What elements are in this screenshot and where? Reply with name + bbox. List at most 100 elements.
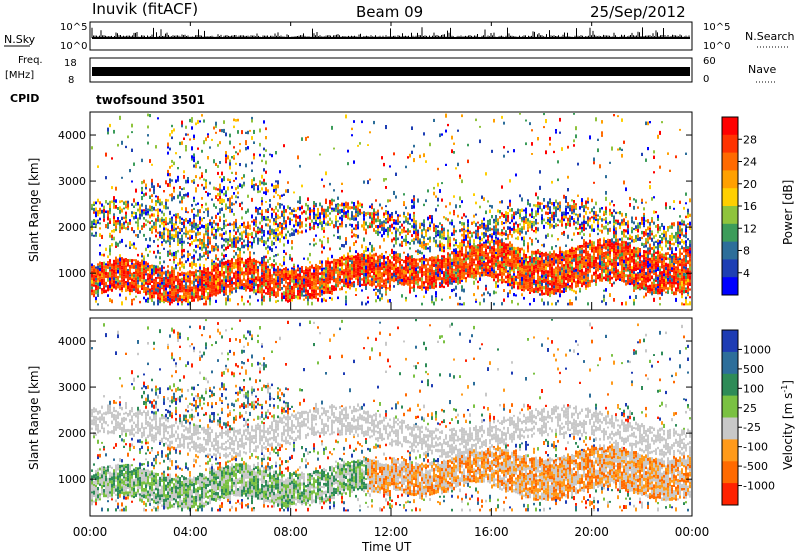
- heatmap-cell: [149, 277, 151, 280]
- heatmap-cell: [351, 202, 353, 204]
- heatmap-cell: [147, 142, 149, 145]
- heatmap-cell: [469, 231, 471, 234]
- heatmap-cell: [411, 205, 413, 209]
- heatmap-cell: [433, 187, 435, 190]
- heatmap-cell: [489, 205, 491, 207]
- heatmap-cell: [245, 284, 247, 288]
- heatmap-cell: [193, 165, 195, 168]
- heatmap-cell: [511, 286, 513, 289]
- heatmap-cell: [379, 232, 381, 234]
- heatmap-cell: [261, 175, 263, 179]
- heatmap-cell: [531, 276, 533, 278]
- heatmap-cell: [473, 261, 475, 263]
- heatmap-cell: [511, 250, 513, 253]
- heatmap-cell: [481, 196, 483, 199]
- heatmap-cell: [265, 282, 267, 286]
- heatmap-cell: [573, 144, 575, 147]
- heatmap-cell: [225, 133, 227, 137]
- heatmap-cell: [355, 208, 357, 211]
- heatmap-cell: [385, 289, 387, 291]
- heatmap-cell: [271, 280, 273, 282]
- heatmap-cell: [491, 268, 493, 272]
- heatmap-cell: [401, 294, 403, 297]
- heatmap-cell: [305, 137, 307, 141]
- heatmap-cell: [567, 271, 569, 274]
- heatmap-cell: [119, 273, 121, 275]
- heatmap-cell: [559, 272, 561, 276]
- heatmap-cell: [223, 244, 225, 247]
- heatmap-cell: [497, 265, 499, 268]
- heatmap-cell: [451, 273, 453, 277]
- heatmap-cell: [161, 201, 163, 205]
- heatmap-cell: [309, 286, 311, 290]
- heatmap-cell: [363, 227, 365, 231]
- heatmap-cell: [557, 219, 559, 222]
- heatmap-cell: [505, 238, 507, 240]
- heatmap-cell: [451, 282, 453, 285]
- heatmap-cell: [535, 267, 537, 269]
- heatmap-cell: [435, 279, 437, 282]
- heatmap-cell: [417, 274, 419, 276]
- heatmap-cell: [255, 207, 257, 209]
- heatmap-cell: [129, 282, 131, 285]
- heatmap-cell: [347, 282, 349, 285]
- heatmap-cell: [515, 294, 517, 296]
- heatmap-cell: [217, 165, 219, 168]
- heatmap-cell: [341, 209, 343, 213]
- heatmap-cell: [537, 288, 539, 291]
- heatmap-cell: [227, 295, 229, 298]
- heatmap-cell: [95, 211, 97, 214]
- heatmap-cell: [515, 264, 517, 266]
- heatmap-cell: [247, 247, 249, 250]
- heatmap-cell: [255, 280, 257, 283]
- heatmap-cell: [537, 196, 539, 199]
- heatmap-cell: [131, 273, 133, 277]
- heatmap-cell: [119, 285, 121, 289]
- heatmap-cell: [153, 265, 155, 269]
- heatmap-cell: [137, 261, 139, 264]
- heatmap-cell: [443, 264, 445, 268]
- heatmap-cell: [347, 162, 349, 165]
- heatmap-cell: [373, 218, 375, 221]
- heatmap-cell: [365, 276, 367, 279]
- heatmap-cell: [313, 205, 315, 208]
- heatmap-cell: [559, 205, 561, 209]
- heatmap-cell: [165, 295, 167, 298]
- heatmap-cell: [273, 229, 275, 231]
- heatmap-cell: [563, 231, 565, 234]
- heatmap-cell: [229, 230, 231, 233]
- heatmap-cell: [263, 182, 265, 186]
- heatmap-cell: [93, 208, 95, 211]
- heatmap-cell: [391, 224, 393, 228]
- heatmap-cell: [413, 276, 415, 280]
- heatmap-cell: [167, 265, 169, 268]
- heatmap-cell: [415, 229, 417, 232]
- heatmap-cell: [229, 233, 231, 237]
- heatmap-cell: [287, 273, 289, 277]
- heatmap-cell: [359, 285, 361, 288]
- heatmap-cell: [181, 249, 183, 252]
- heatmap-cell: [147, 209, 149, 211]
- heatmap-cell: [347, 206, 349, 210]
- heatmap-cell: [401, 282, 403, 286]
- heatmap-cell: [203, 245, 205, 248]
- heatmap-cell: [105, 200, 107, 203]
- heatmap-cell: [263, 277, 265, 280]
- heatmap-cell: [435, 272, 437, 276]
- heatmap-cell: [309, 210, 311, 213]
- heatmap-cell: [361, 273, 363, 275]
- heatmap-cell: [507, 295, 509, 297]
- heatmap-cell: [475, 230, 477, 233]
- heatmap-cell: [187, 222, 189, 224]
- heatmap-cell: [385, 178, 387, 180]
- heatmap-cell: [161, 280, 163, 282]
- heatmap-cell: [363, 270, 365, 272]
- heatmap-cell: [239, 277, 241, 280]
- heatmap-cell: [209, 282, 211, 285]
- heatmap-cell: [305, 278, 307, 280]
- heatmap-cell: [113, 280, 115, 283]
- heatmap-cell: [231, 202, 233, 206]
- heatmap-cell: [167, 173, 169, 176]
- heatmap-cell: [113, 229, 115, 233]
- heatmap-cell: [243, 264, 245, 267]
